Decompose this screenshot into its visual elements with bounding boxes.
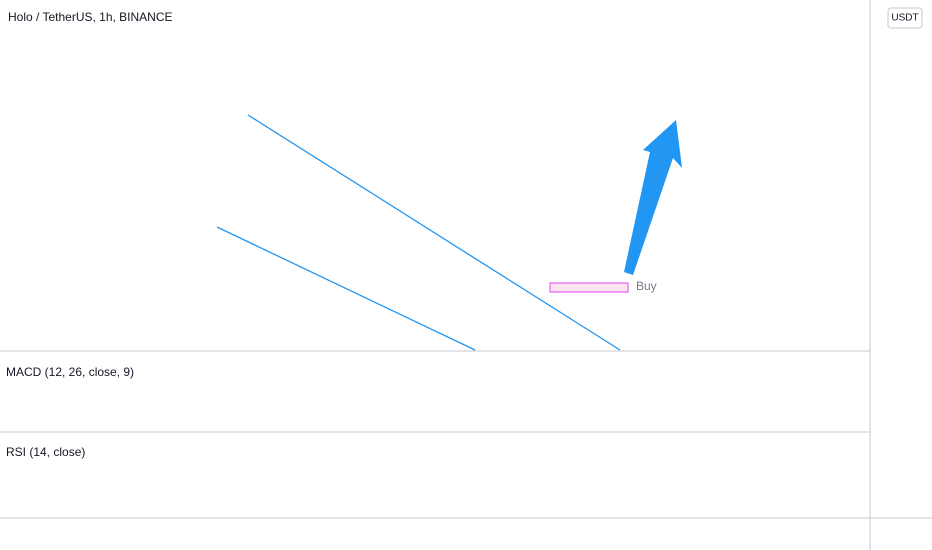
channel-lower bbox=[216, 226, 476, 351]
currency-box[interactable] bbox=[887, 7, 923, 29]
macd-title: MACD (12, 26, close, 9) bbox=[6, 365, 134, 379]
rsi-title: RSI (14, close) bbox=[6, 445, 85, 459]
arrow bbox=[624, 120, 682, 275]
channel-upper bbox=[247, 114, 621, 351]
buy-label: Buy bbox=[636, 279, 657, 293]
currency-label: USDT bbox=[891, 13, 918, 24]
buy-zone bbox=[549, 282, 629, 293]
chart-title: Holo / TetherUS, 1h, BINANCE bbox=[8, 10, 173, 24]
